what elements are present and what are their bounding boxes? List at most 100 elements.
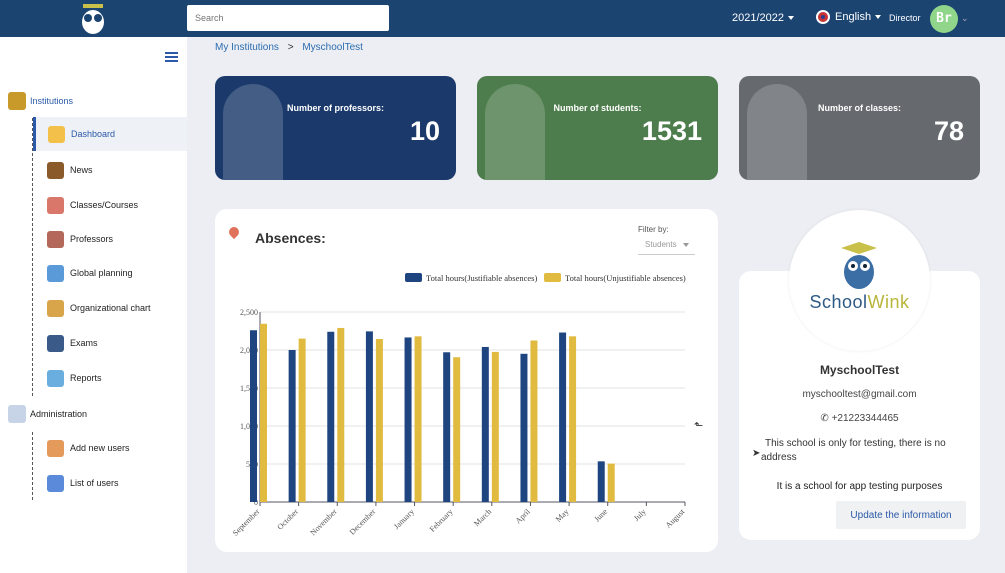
bar-unjustifiable	[491, 351, 499, 502]
filter-select[interactable]: Students	[638, 240, 695, 255]
stat-value: 78	[933, 116, 964, 146]
y-tick-label: 2,500	[240, 308, 258, 317]
dashboard-icon	[48, 125, 65, 143]
stat-value: 1531	[641, 116, 702, 146]
update-information-button[interactable]: Update the information	[836, 501, 966, 529]
calendar-icon	[47, 264, 64, 282]
breadcrumb-separator: >	[287, 42, 294, 53]
hamburger-menu-icon[interactable]	[165, 52, 178, 62]
stat-card-professors: Number of professors: 10	[215, 76, 456, 180]
sidebar-item-global-planning[interactable]: Global planning	[33, 256, 187, 290]
stat-card-students: Number of students: 1531	[477, 76, 718, 180]
professor-illustration-icon	[223, 84, 283, 180]
add-user-icon	[47, 439, 64, 457]
absence-pin-icon	[226, 224, 247, 247]
classroom-illustration-icon	[747, 84, 807, 180]
x-tick-label: March	[472, 507, 493, 528]
bar-justifiable	[250, 330, 257, 502]
sidebar-item-add-users[interactable]: Add new users	[33, 431, 187, 465]
sidebar-item-professors[interactable]: Professors	[33, 222, 187, 256]
bar-justifiable	[559, 332, 567, 502]
section-label: Institutions	[30, 96, 74, 106]
x-tick-label: July	[632, 507, 648, 523]
school-address: This school is only for testing, there i…	[761, 438, 946, 463]
users-icon	[47, 474, 64, 492]
item-label: Add new users	[70, 443, 130, 453]
school-name: MyschoolTest	[819, 363, 900, 377]
bar-justifiable	[288, 350, 296, 502]
professor-icon	[47, 230, 64, 248]
sidebar-item-classes[interactable]: Classes/Courses	[33, 188, 187, 222]
exams-icon	[47, 334, 64, 352]
bar-justifiable	[481, 346, 489, 502]
legend-label: Total hours(Unjustifiable absences)	[565, 273, 686, 283]
bar-unjustifiable	[569, 336, 577, 502]
legend-swatch	[544, 273, 561, 282]
school-description: It is a school for app testing purposes	[776, 481, 943, 492]
caret-down-icon	[875, 15, 882, 19]
logo-text: School	[809, 292, 868, 312]
caret-down-icon	[788, 16, 794, 21]
bar-justifiable	[327, 331, 335, 502]
stat-value: 10	[409, 116, 440, 146]
bar-justifiable	[443, 352, 451, 502]
phone-icon: ✆	[820, 413, 832, 424]
item-label: Reports	[70, 373, 102, 383]
y-tick-label: 1,000	[240, 422, 258, 431]
breadcrumb-current[interactable]: MyschoolTest	[302, 42, 363, 53]
item-label: News	[70, 165, 93, 175]
tree-line	[32, 432, 33, 500]
breadcrumb: My Institutions > MyschoolTest	[215, 42, 363, 53]
sidebar-item-dashboard[interactable]: Dashboard	[33, 117, 187, 151]
mouse-cursor-icon: ⬑	[694, 420, 704, 432]
x-tick-label: August	[664, 507, 687, 530]
avatar[interactable]: Br	[930, 5, 958, 33]
item-label: Organizational chart	[70, 303, 151, 313]
x-tick-label: May	[554, 507, 571, 524]
breadcrumb-root-link[interactable]: My Institutions	[215, 42, 279, 53]
item-label: Exams	[70, 338, 98, 348]
filter-label: Filter by:	[638, 225, 669, 234]
sidebar-item-reports[interactable]: Reports	[33, 361, 187, 395]
x-tick-label: January	[392, 507, 416, 531]
filter-value: Students	[645, 240, 677, 249]
sidebar-section-administration[interactable]: Administration	[8, 405, 87, 423]
sidebar-item-news[interactable]: News	[33, 153, 187, 187]
sidebar-section-institutions[interactable]: Institutions	[8, 92, 73, 110]
y-tick-label: 1,500	[240, 384, 258, 393]
section-label: Administration	[30, 409, 88, 419]
search-input[interactable]	[187, 5, 389, 31]
bar-unjustifiable	[453, 357, 461, 502]
x-tick-label: November	[308, 507, 338, 537]
uk-flag-icon	[816, 10, 830, 24]
sidebar-item-list-users[interactable]: List of users	[33, 466, 187, 500]
sidebar-item-exams[interactable]: Exams	[33, 326, 187, 360]
stat-label: Number of classes:	[817, 103, 902, 113]
news-icon	[47, 161, 64, 179]
sidebar-item-org-chart[interactable]: Organizational chart	[33, 291, 187, 325]
x-tick-label: April	[514, 507, 533, 526]
reports-icon	[47, 369, 64, 387]
stat-label: Number of students:	[553, 103, 642, 113]
bar-unjustifiable	[530, 340, 538, 502]
institution-icon	[8, 92, 26, 110]
language-selector[interactable]: English	[816, 10, 882, 24]
role-label: Director	[889, 13, 921, 23]
chevron-down-icon[interactable]: ⌄	[961, 13, 969, 23]
absences-title: Absences:	[255, 230, 326, 246]
language-label: English	[835, 10, 872, 23]
top-bar	[0, 0, 1005, 37]
stat-card-classes: Number of classes: 78	[739, 76, 980, 180]
x-tick-label: June	[592, 507, 609, 524]
x-tick-label: February	[428, 507, 455, 534]
year-selector[interactable]: 2021/2022	[732, 12, 794, 24]
bar-justifiable	[520, 353, 528, 502]
item-label: Classes/Courses	[70, 200, 139, 210]
owl-logo-icon[interactable]	[78, 2, 108, 35]
bar-justifiable	[365, 331, 373, 502]
bar-justifiable	[597, 461, 605, 502]
bar-unjustifiable	[375, 338, 383, 502]
administration-icon	[8, 405, 26, 423]
item-label: Dashboard	[71, 129, 116, 139]
tree-line	[32, 118, 33, 396]
